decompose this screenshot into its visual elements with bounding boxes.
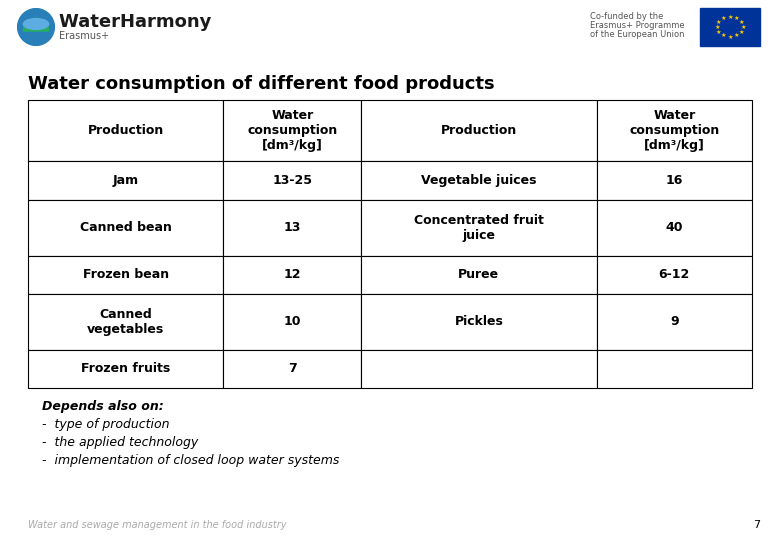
Text: ★: ★ — [716, 30, 722, 35]
Text: of the European Union: of the European Union — [590, 30, 685, 39]
Bar — [28, 161, 223, 200]
Bar — [361, 294, 597, 349]
Bar — [223, 200, 361, 255]
Bar — [28, 294, 223, 349]
Text: ★: ★ — [734, 33, 739, 38]
Bar — [361, 200, 597, 255]
Bar — [361, 349, 597, 388]
Bar — [700, 8, 760, 46]
Text: 12: 12 — [284, 268, 301, 281]
Text: Water​Harmony: Water​Harmony — [59, 13, 211, 31]
Text: 7: 7 — [288, 362, 296, 375]
Text: 16: 16 — [665, 174, 683, 187]
Circle shape — [18, 9, 54, 45]
Bar — [597, 200, 752, 255]
Text: Frozen bean: Frozen bean — [83, 268, 168, 281]
Text: Concentrated fruit
juice: Concentrated fruit juice — [414, 214, 544, 242]
Bar — [223, 255, 361, 294]
Bar — [223, 349, 361, 388]
Text: ★: ★ — [727, 35, 733, 39]
Text: Erasmus+ Programme: Erasmus+ Programme — [590, 21, 685, 30]
Text: -  type of production: - type of production — [42, 418, 169, 431]
Text: Pickles: Pickles — [455, 315, 503, 328]
Bar — [28, 200, 223, 255]
Text: Co-funded by the: Co-funded by the — [590, 12, 663, 21]
Bar — [223, 294, 361, 349]
Text: Water and sewage management in the food industry: Water and sewage management in the food … — [28, 520, 286, 530]
Text: 40: 40 — [665, 221, 683, 234]
Ellipse shape — [23, 18, 48, 29]
Text: -  implementation of closed loop water systems: - implementation of closed loop water sy… — [42, 454, 339, 467]
Text: ★: ★ — [721, 33, 726, 38]
Bar — [597, 294, 752, 349]
Text: ★: ★ — [716, 19, 722, 24]
Bar — [361, 100, 597, 161]
Text: ★: ★ — [739, 30, 744, 35]
Text: Production: Production — [87, 124, 164, 137]
Text: Depends also on:: Depends also on: — [42, 400, 164, 413]
Bar — [223, 100, 361, 161]
Text: Canned bean: Canned bean — [80, 221, 172, 234]
Wedge shape — [23, 18, 48, 31]
Text: ★: ★ — [727, 15, 733, 19]
Text: Water consumption of different food products: Water consumption of different food prod… — [28, 75, 495, 93]
Text: ★: ★ — [734, 16, 739, 21]
Bar — [597, 161, 752, 200]
Bar — [361, 161, 597, 200]
Bar — [597, 349, 752, 388]
Text: ★: ★ — [740, 24, 746, 30]
Bar — [597, 100, 752, 161]
Text: Water
consumption
[dm³/kg]: Water consumption [dm³/kg] — [247, 109, 338, 152]
Bar — [28, 349, 223, 388]
Text: ★: ★ — [739, 19, 744, 24]
Text: 9: 9 — [670, 315, 679, 328]
Text: Vegetable juices: Vegetable juices — [421, 174, 537, 187]
Text: 13: 13 — [284, 221, 301, 234]
Text: 7: 7 — [753, 520, 760, 530]
Text: Production: Production — [441, 124, 517, 137]
Text: Water
consumption
[dm³/kg]: Water consumption [dm³/kg] — [629, 109, 719, 152]
Text: ★: ★ — [714, 24, 720, 30]
Bar — [361, 255, 597, 294]
Text: ★: ★ — [721, 16, 726, 21]
Text: Canned
vegetables: Canned vegetables — [87, 308, 165, 336]
Bar — [597, 255, 752, 294]
Text: 10: 10 — [284, 315, 301, 328]
Bar — [28, 100, 223, 161]
Text: 13-25: 13-25 — [272, 174, 312, 187]
Bar — [28, 255, 223, 294]
Text: Puree: Puree — [459, 268, 499, 281]
Text: -  the applied technology: - the applied technology — [42, 436, 198, 449]
Bar — [223, 161, 361, 200]
Text: Frozen fruits: Frozen fruits — [81, 362, 170, 375]
Text: 6-12: 6-12 — [658, 268, 690, 281]
Text: Erasmus+: Erasmus+ — [59, 31, 109, 41]
Text: Jam: Jam — [112, 174, 139, 187]
